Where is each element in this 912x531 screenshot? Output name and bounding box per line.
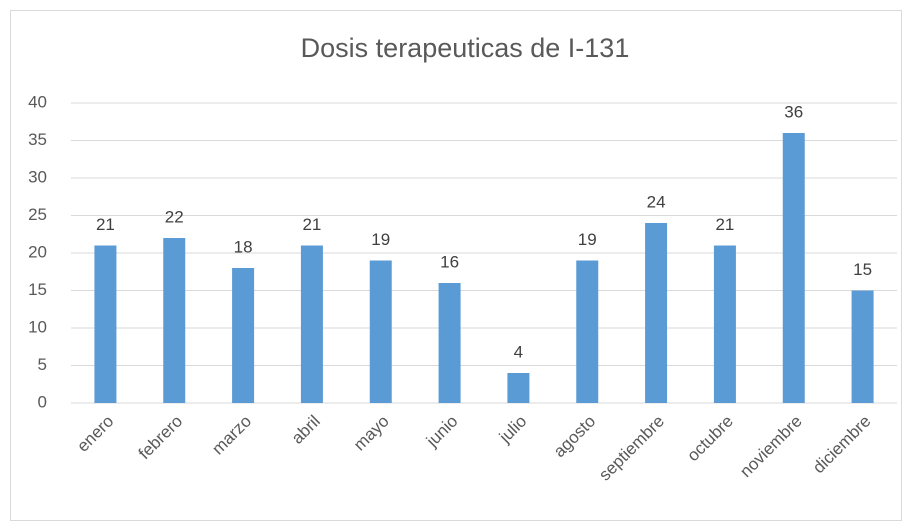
- bar: [576, 260, 599, 403]
- data-label: 18: [234, 237, 253, 256]
- bar: [782, 133, 805, 403]
- bar: [645, 223, 668, 403]
- y-tick-label: 15: [28, 280, 47, 299]
- y-tick-label: 20: [28, 242, 47, 261]
- y-tick-label: 25: [28, 205, 47, 224]
- bar: [851, 290, 874, 403]
- y-tick-label: 10: [28, 317, 47, 336]
- data-label: 22: [165, 207, 184, 226]
- data-label: 15: [853, 260, 872, 279]
- y-tick-label: 40: [28, 92, 47, 111]
- bar: [438, 283, 461, 403]
- data-label: 24: [647, 192, 666, 211]
- bar: [94, 245, 117, 403]
- data-label: 16: [440, 252, 459, 271]
- bar: [507, 373, 530, 403]
- data-label: 4: [514, 342, 523, 361]
- data-label: 21: [302, 215, 321, 234]
- y-tick-label: 5: [38, 355, 47, 374]
- data-label: 21: [715, 215, 734, 234]
- y-tick-label: 0: [38, 392, 47, 411]
- chart-border: [10, 10, 902, 521]
- y-tick-label: 30: [28, 167, 47, 186]
- bar: [232, 268, 255, 403]
- data-label: 19: [578, 230, 597, 249]
- bar: [163, 238, 186, 403]
- data-label: 21: [96, 215, 115, 234]
- data-label: 19: [371, 230, 390, 249]
- data-label: 36: [784, 102, 803, 121]
- bar: [300, 245, 323, 403]
- chart-title: Dosis terapeuticas de I-131: [301, 33, 630, 63]
- bar: [713, 245, 736, 403]
- bar: [369, 260, 392, 403]
- y-tick-label: 35: [28, 130, 47, 149]
